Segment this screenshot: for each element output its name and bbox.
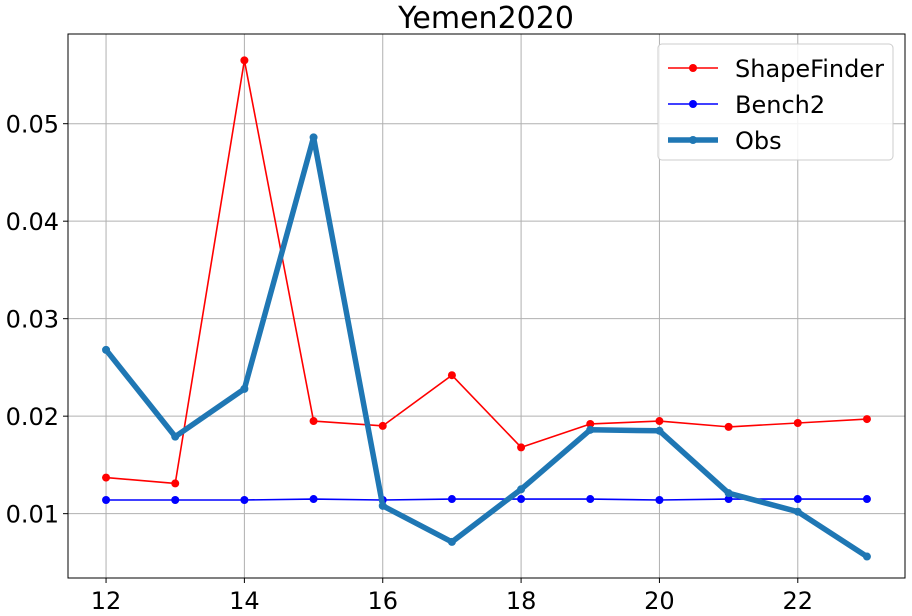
data-point-obs — [309, 133, 318, 142]
data-point-bench2 — [517, 495, 526, 504]
data-point-shapefinder — [171, 479, 180, 488]
data-point-bench2 — [862, 495, 871, 504]
series-layer — [102, 56, 871, 561]
data-point-bench2 — [102, 496, 111, 505]
data-point-shapefinder — [724, 422, 733, 431]
x-tick-label: 18 — [506, 587, 537, 615]
y-tick-label: 0.02 — [6, 403, 59, 431]
data-point-shapefinder — [102, 473, 111, 482]
data-point-shapefinder — [447, 371, 456, 380]
data-point-obs — [378, 501, 387, 510]
legend-item-shapefinder: ShapeFinder — [668, 55, 884, 83]
data-point-bench2 — [793, 495, 802, 504]
data-point-shapefinder — [378, 421, 387, 430]
data-point-obs — [586, 425, 595, 434]
legend-marker-obs — [689, 136, 697, 144]
tick-labels: 12 14 16 18 20 22 0.01 0.02 0.03 0.04 0.05 — [6, 111, 813, 615]
legend-item-bench2: Bench2 — [668, 91, 825, 119]
data-point-obs — [517, 485, 526, 494]
data-point-obs — [240, 384, 249, 393]
legend-box — [657, 43, 894, 161]
data-point-obs — [793, 507, 802, 516]
legend-marker-bench2 — [689, 100, 697, 108]
x-tick-label: 16 — [367, 587, 398, 615]
legend-marker-shapefinder — [689, 64, 697, 72]
y-tick-label: 0.01 — [6, 501, 59, 529]
series-line-shapefinder — [105, 59, 867, 485]
data-point-shapefinder — [655, 417, 664, 426]
x-tick-label: 14 — [229, 587, 260, 615]
data-point-bench2 — [171, 496, 180, 505]
data-point-bench2 — [309, 495, 318, 504]
data-point-shapefinder — [517, 443, 526, 452]
data-point-shapefinder — [793, 418, 802, 427]
chart-title: Yemen2020 — [397, 1, 574, 36]
data-point-shapefinder — [586, 419, 595, 428]
legend-label-bench2: Bench2 — [735, 91, 825, 119]
data-point-bench2 — [724, 495, 733, 504]
legend-label-shapefinder: ShapeFinder — [735, 55, 884, 83]
series-bench2 — [102, 495, 871, 505]
series-line-obs — [103, 134, 869, 559]
y-tick-label: 0.05 — [6, 111, 59, 139]
series-obs — [102, 133, 871, 561]
data-point-bench2 — [586, 495, 595, 504]
data-point-obs — [447, 537, 456, 546]
x-tick-label: 22 — [783, 587, 814, 615]
x-tick-label: 20 — [644, 587, 675, 615]
data-point-bench2 — [447, 495, 456, 504]
data-point-shapefinder — [309, 417, 318, 426]
series-shapefinder — [102, 56, 871, 488]
data-point-obs — [171, 432, 180, 441]
data-point-bench2 — [240, 496, 249, 505]
data-point-obs — [724, 489, 733, 498]
y-tick-label: 0.04 — [6, 208, 59, 236]
plot-area-frame — [67, 33, 906, 579]
legend: ShapeFinder Bench2 Obs — [657, 43, 894, 161]
data-point-shapefinder — [240, 56, 249, 65]
data-point-bench2 — [655, 496, 664, 505]
y-tick-label: 0.03 — [6, 306, 59, 334]
data-point-obs — [102, 345, 111, 354]
data-point-obs — [862, 552, 871, 561]
data-point-obs — [655, 426, 664, 435]
x-tick-label: 12 — [91, 587, 122, 615]
data-point-shapefinder — [862, 415, 871, 424]
legend-item-obs: Obs — [668, 127, 782, 155]
legend-label-obs: Obs — [735, 127, 782, 155]
